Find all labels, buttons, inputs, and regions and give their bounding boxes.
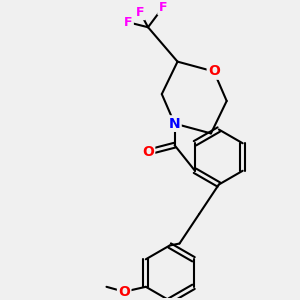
Text: F: F xyxy=(158,1,167,14)
Text: N: N xyxy=(169,117,180,130)
Text: O: O xyxy=(118,285,130,299)
Text: F: F xyxy=(124,16,133,29)
Text: O: O xyxy=(208,64,220,79)
Text: F: F xyxy=(136,6,144,19)
Text: O: O xyxy=(142,145,154,159)
